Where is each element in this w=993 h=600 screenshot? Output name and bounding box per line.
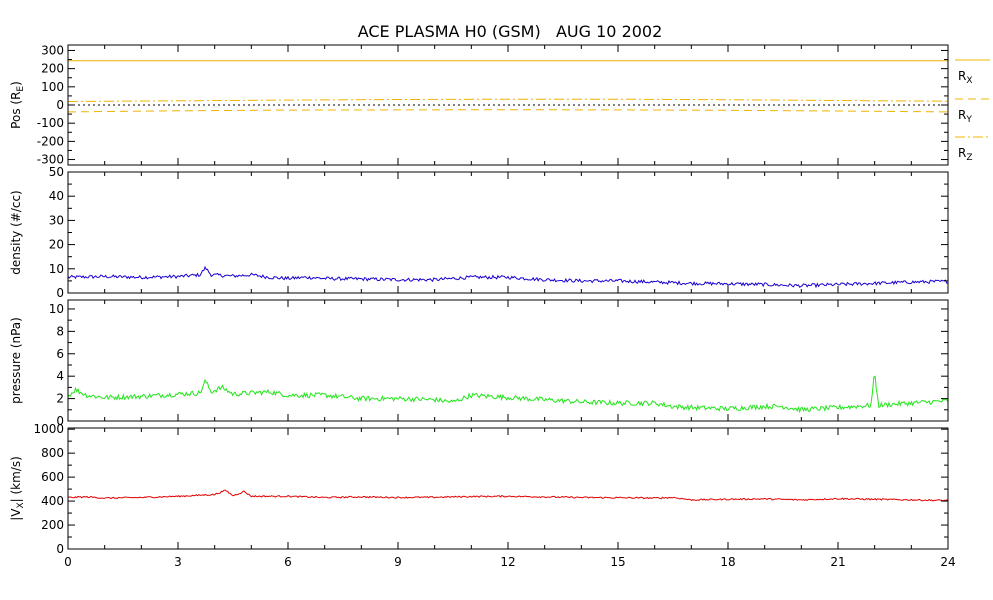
pressure-ytick-label: 6 <box>56 347 64 361</box>
xtick-label: 3 <box>174 555 182 569</box>
velocity-ytick-label: 400 <box>41 494 64 508</box>
figure-title: ACE PLASMA H0 (GSM) AUG 10 2002 <box>358 22 663 41</box>
xtick-label: 21 <box>830 555 845 569</box>
xtick-label: 12 <box>500 555 515 569</box>
pressure-panel: 10 8 6 4 2 0 pressure (nPa) <box>9 299 949 428</box>
density-ytick-label: 0 <box>56 286 64 300</box>
pressure-frame <box>67 299 949 422</box>
velocity-panel: 1000 800 600 400 200 00 3 6 9 12 15 18 21 24 |VX| (km/… <box>9 422 956 569</box>
position-ytick-label: 200 <box>41 62 64 76</box>
velocity-ytick-label: 0 <box>56 542 64 556</box>
xtick-label: 6 <box>284 555 292 569</box>
density-ytick-label: 20 <box>49 238 64 252</box>
position-ytick-label: -100 <box>37 116 64 130</box>
position-ytick-label: -300 <box>37 153 64 167</box>
position-series-rz-line <box>67 98 949 102</box>
density-ytick-label: 10 <box>49 262 64 276</box>
pressure-series-pressure-line <box>67 375 949 414</box>
position-ytick-label: 100 <box>41 80 64 94</box>
position-ytick-label: -200 <box>37 134 64 148</box>
pressure-ylabel: pressure (nPa) <box>9 317 23 404</box>
pressure-ytick-label: 2 <box>56 392 64 406</box>
velocity-ytick-label: 600 <box>41 470 64 484</box>
pressure-ytick-label: 0 <box>56 414 64 428</box>
density-ytick-label: 40 <box>49 189 64 203</box>
position-ytick-label: 300 <box>41 43 64 57</box>
density-series-density-line <box>67 265 948 289</box>
velocity-series-velocity-line <box>68 489 949 502</box>
position-legend: RX RY RZ <box>955 59 990 163</box>
pressure-ytick-label: 10 <box>49 302 64 316</box>
legend-label-ry: RY <box>958 108 972 125</box>
velocity-ylabel: |VX| (km/s) <box>9 456 26 521</box>
xtick-label: 24 <box>940 555 955 569</box>
legend-label-rz: RZ <box>958 146 973 163</box>
velocity-ytick-label: 200 <box>41 518 64 532</box>
pressure-ytick-label: 4 <box>56 369 64 383</box>
density-ylabel: density (#/cc) <box>9 190 23 274</box>
xtick-label: 0 <box>64 555 72 569</box>
velocity-frame <box>67 427 949 550</box>
pressure-ytick-label: 8 <box>56 324 64 338</box>
density-panel: 50 40 30 20 10 0 density (#/cc) <box>9 165 949 300</box>
position-panel: 300 200 100 0 -100 -200 -300 Pos (RE) <box>9 43 949 167</box>
velocity-ytick-label: 800 <box>41 446 64 460</box>
velocity-ytick-label: 1000 <box>33 422 64 436</box>
position-ylabel: Pos (RE) <box>9 81 26 129</box>
xtick-label: 15 <box>610 555 625 569</box>
legend-label-rx: RX <box>958 69 973 86</box>
density-ytick-label: 50 <box>49 165 64 179</box>
position-ytick-label: 0 <box>56 98 64 112</box>
position-series-ry-line <box>67 109 949 113</box>
xtick-label: 18 <box>720 555 735 569</box>
xtick-label: 9 <box>394 555 402 569</box>
density-ytick-label: 30 <box>49 213 64 227</box>
